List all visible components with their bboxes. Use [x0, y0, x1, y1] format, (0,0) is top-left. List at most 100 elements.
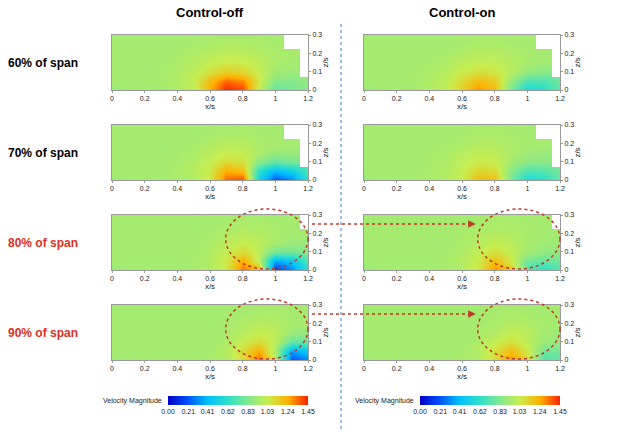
svg-text:0: 0 [564, 356, 568, 363]
svg-text:1.03: 1.03 [513, 408, 527, 415]
svg-text:x/s: x/s [457, 282, 467, 291]
svg-text:0.6: 0.6 [205, 185, 215, 192]
svg-text:0.1: 0.1 [312, 248, 322, 255]
svg-text:0.4: 0.4 [424, 95, 434, 102]
svg-text:0.2: 0.2 [392, 185, 402, 192]
svg-text:x/s: x/s [457, 102, 467, 111]
svg-text:0: 0 [362, 365, 366, 372]
svg-text:0.1: 0.1 [564, 68, 574, 75]
svg-text:0.62: 0.62 [473, 408, 487, 415]
svg-text:1: 1 [273, 275, 277, 282]
svg-text:0.6: 0.6 [205, 95, 215, 102]
svg-text:0.3: 0.3 [564, 301, 574, 308]
svg-text:Control-on: Control-on [429, 5, 495, 20]
svg-text:0.4: 0.4 [172, 95, 182, 102]
svg-text:0.3: 0.3 [564, 31, 574, 38]
svg-text:1: 1 [273, 185, 277, 192]
svg-text:1.45: 1.45 [301, 408, 315, 415]
svg-text:0: 0 [110, 275, 114, 282]
svg-text:z/s: z/s [321, 327, 330, 337]
svg-text:z/s: z/s [573, 237, 582, 247]
svg-text:0.3: 0.3 [564, 211, 574, 218]
svg-text:0.6: 0.6 [205, 365, 215, 372]
svg-text:x/s: x/s [205, 192, 215, 201]
svg-text:0.8: 0.8 [490, 95, 500, 102]
svg-text:0.6: 0.6 [457, 275, 467, 282]
svg-text:0.1: 0.1 [564, 338, 574, 345]
svg-text:z/s: z/s [573, 147, 582, 157]
svg-text:1: 1 [273, 365, 277, 372]
svg-text:0.00: 0.00 [161, 408, 175, 415]
svg-text:1.2: 1.2 [303, 275, 313, 282]
svg-text:80% of span: 80% of span [8, 236, 78, 250]
svg-text:1.2: 1.2 [555, 275, 565, 282]
svg-text:0.4: 0.4 [172, 185, 182, 192]
svg-text:0: 0 [110, 95, 114, 102]
svg-text:0.3: 0.3 [312, 211, 322, 218]
svg-text:Control-off: Control-off [176, 5, 244, 20]
svg-text:0.62: 0.62 [221, 408, 235, 415]
svg-text:0.8: 0.8 [238, 365, 248, 372]
svg-text:90% of span: 90% of span [8, 326, 78, 340]
svg-text:0.6: 0.6 [457, 185, 467, 192]
svg-text:0: 0 [564, 266, 568, 273]
svg-text:x/s: x/s [205, 102, 215, 111]
svg-text:Velocity Magnitude: Velocity Magnitude [103, 397, 162, 405]
svg-text:0.8: 0.8 [238, 275, 248, 282]
svg-text:x/s: x/s [457, 372, 467, 381]
svg-text:1.03: 1.03 [261, 408, 275, 415]
svg-text:x/s: x/s [457, 192, 467, 201]
svg-text:1.24: 1.24 [533, 408, 547, 415]
svg-text:0.6: 0.6 [457, 95, 467, 102]
svg-text:0: 0 [110, 185, 114, 192]
svg-text:0.2: 0.2 [140, 365, 150, 372]
svg-text:0.8: 0.8 [238, 185, 248, 192]
svg-text:1.2: 1.2 [303, 365, 313, 372]
svg-text:1: 1 [525, 365, 529, 372]
svg-text:0.4: 0.4 [172, 275, 182, 282]
svg-text:0.00: 0.00 [413, 408, 427, 415]
svg-text:0.2: 0.2 [312, 140, 322, 147]
svg-text:0: 0 [362, 95, 366, 102]
svg-text:1: 1 [525, 185, 529, 192]
svg-text:z/s: z/s [321, 237, 330, 247]
svg-text:0.8: 0.8 [490, 365, 500, 372]
svg-text:Velocity Magnitude: Velocity Magnitude [355, 397, 414, 405]
svg-text:z/s: z/s [573, 57, 582, 67]
svg-text:0.83: 0.83 [241, 408, 255, 415]
svg-text:60% of span: 60% of span [8, 56, 78, 70]
svg-text:1.45: 1.45 [553, 408, 567, 415]
svg-text:0.2: 0.2 [140, 185, 150, 192]
svg-text:0.6: 0.6 [205, 275, 215, 282]
svg-text:1.24: 1.24 [281, 408, 295, 415]
svg-text:1.2: 1.2 [555, 185, 565, 192]
svg-text:1: 1 [273, 95, 277, 102]
svg-text:0: 0 [312, 86, 316, 93]
svg-text:0.1: 0.1 [312, 158, 322, 165]
svg-text:0.2: 0.2 [140, 95, 150, 102]
svg-text:0: 0 [110, 365, 114, 372]
svg-text:0.2: 0.2 [392, 95, 402, 102]
svg-text:0.8: 0.8 [490, 275, 500, 282]
svg-text:0.2: 0.2 [312, 230, 322, 237]
svg-text:0.41: 0.41 [201, 408, 215, 415]
svg-text:0.3: 0.3 [564, 121, 574, 128]
svg-text:0.2: 0.2 [312, 320, 322, 327]
svg-text:0.21: 0.21 [433, 408, 447, 415]
svg-text:0.4: 0.4 [424, 275, 434, 282]
svg-text:z/s: z/s [321, 57, 330, 67]
svg-text:z/s: z/s [573, 327, 582, 337]
svg-text:0.3: 0.3 [312, 301, 322, 308]
svg-text:0.83: 0.83 [493, 408, 507, 415]
svg-text:0.2: 0.2 [564, 50, 574, 57]
svg-text:z/s: z/s [321, 147, 330, 157]
svg-text:0.3: 0.3 [312, 121, 322, 128]
svg-text:1.2: 1.2 [303, 95, 313, 102]
svg-text:0: 0 [362, 185, 366, 192]
svg-text:0.2: 0.2 [564, 320, 574, 327]
svg-text:0.2: 0.2 [564, 230, 574, 237]
svg-text:0.4: 0.4 [424, 365, 434, 372]
svg-text:0: 0 [312, 266, 316, 273]
svg-text:0: 0 [312, 356, 316, 363]
svg-text:1.2: 1.2 [555, 365, 565, 372]
